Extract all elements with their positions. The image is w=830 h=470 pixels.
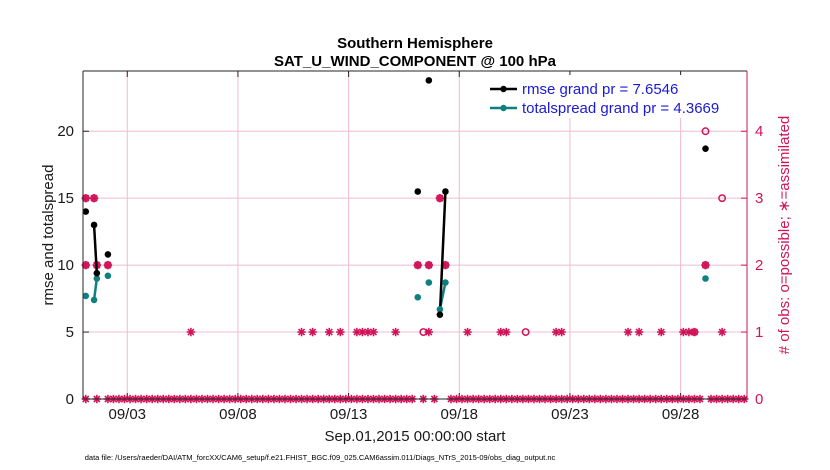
- x-axis-label: Sep.01,2015 00:00:00 start: [325, 428, 507, 445]
- obs-possible-marker: [435, 194, 444, 203]
- obs-possible-marker: [521, 328, 530, 337]
- y-tick-label: 10: [57, 257, 74, 274]
- x-tick-label: 09/03: [108, 406, 146, 423]
- rmse-point: [702, 145, 709, 152]
- x-tick-label: 09/23: [551, 406, 589, 423]
- data-file-footnote: data file: /Users/raeder/DAI/ATM_forcXX/…: [85, 453, 556, 462]
- obs-possible-marker: [103, 261, 112, 270]
- rmse-point: [425, 77, 433, 84]
- obs-assimilated-marker: [502, 327, 511, 337]
- legend-totalspread-label: totalspread grand pr = 4.3669: [522, 100, 719, 117]
- obs-assimilated-marker: [308, 327, 317, 337]
- legend-rmse-label: rmse grand pr = 7.6546: [522, 81, 678, 98]
- y-tick-label: 0: [66, 391, 74, 408]
- totalspread-point: [425, 279, 433, 286]
- obs-assimilated-marker: [369, 327, 378, 337]
- rmse-point: [442, 188, 449, 195]
- x-axis: 09/03 09/08 09/13 09/18 09/23 09/28: [108, 71, 699, 423]
- totalspread-point: [82, 292, 90, 300]
- x-tick-label: 09/08: [219, 406, 257, 423]
- y2-axis-label: # of obs: o=possible; ∗=assimilated: [776, 116, 793, 355]
- legend-box: [484, 75, 744, 118]
- totalspread-line: [92, 278, 99, 301]
- legend-rmse-marker: [500, 85, 507, 93]
- obs-assimilated-marker: [557, 327, 566, 337]
- plot-area: [83, 71, 747, 399]
- obs-assimilated-marker: [463, 327, 472, 337]
- chart-title: Southern Hemisphere: [337, 35, 493, 52]
- obs-possible-marker: [701, 261, 710, 270]
- x-tick-label: 09/13: [330, 406, 368, 423]
- x-tick-label: 09/28: [662, 406, 700, 423]
- rmse-point: [90, 221, 98, 229]
- obs-possible-marker: [718, 194, 727, 203]
- y2-tick-label: 2: [755, 257, 763, 274]
- y2-axis: 0 1 2 3 4: [741, 123, 763, 408]
- totalspread-point: [702, 275, 709, 282]
- chart-subtitle: SAT_U_WIND_COMPONENT @ 100 hPa: [274, 53, 557, 70]
- obs-possible-marker: [690, 328, 699, 337]
- obs-assimilated-marker: [325, 327, 334, 337]
- rmse-point: [82, 208, 90, 215]
- y2-tick-label: 3: [755, 190, 763, 207]
- rmse-point: [414, 188, 422, 195]
- y2-tick-label: 1: [755, 324, 763, 341]
- obs-assimilated-marker: [623, 327, 633, 337]
- obs-possible-marker: [90, 194, 99, 203]
- obs-assimilated-marker: [336, 327, 345, 337]
- totalspread-point: [90, 296, 98, 304]
- rmse-point: [436, 311, 444, 318]
- legend-totalspread-marker: [500, 104, 507, 112]
- totalspread-point: [436, 306, 444, 313]
- legend: rmse grand pr = 7.6546 totalspread grand…: [484, 75, 744, 118]
- rmse-line: [438, 191, 447, 315]
- x-tick-label: 09/18: [440, 406, 478, 423]
- metric-lines: [92, 191, 447, 315]
- y2-tick-label: 4: [755, 123, 763, 140]
- obs-assimilated-marker: [186, 327, 196, 337]
- y-tick-label: 5: [66, 324, 74, 341]
- obs-possible-marker: [413, 261, 422, 270]
- obs-possible-marker: [424, 261, 433, 270]
- obs-assimilated-marker: [657, 327, 666, 337]
- obs-assimilated-marker: [358, 327, 367, 337]
- y2-tick-label: 0: [755, 391, 763, 408]
- y-tick-label: 20: [57, 123, 74, 140]
- totalspread-point: [104, 272, 112, 280]
- totalspread-point: [442, 279, 449, 286]
- totalspread-point: [93, 275, 101, 282]
- rmse-point: [93, 269, 101, 277]
- y-tick-label: 15: [57, 190, 74, 207]
- y-axis-label: rmse and totalspread: [40, 165, 57, 306]
- rmse-line: [92, 224, 99, 274]
- obs-assimilated-marker: [391, 327, 400, 337]
- obs-assimilated-marker: [297, 327, 306, 337]
- totalspread-point: [414, 293, 422, 301]
- rmse-point: [104, 251, 112, 258]
- obs-possible-marker: [701, 127, 710, 136]
- metric-points: [82, 77, 709, 318]
- obs-assimilated-marker: [634, 327, 644, 337]
- obs-assimilated-marker: [717, 327, 727, 337]
- obs-possible-marker: [419, 328, 428, 337]
